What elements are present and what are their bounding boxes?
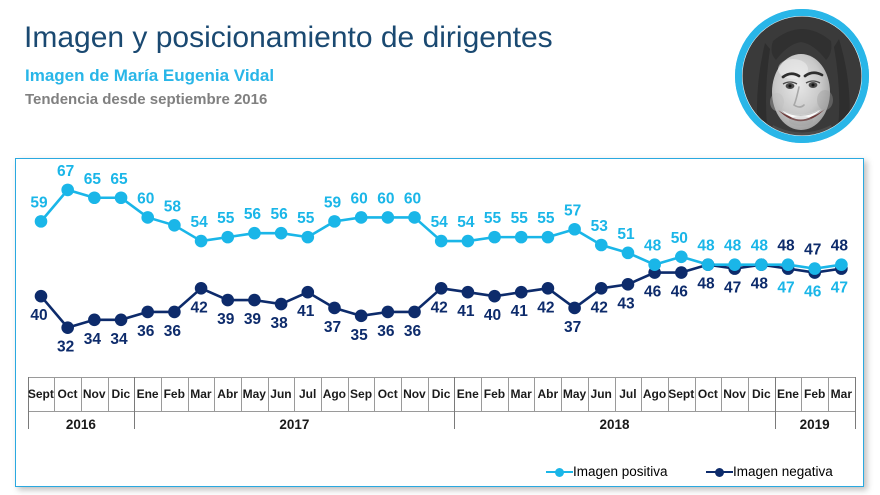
svg-text:41: 41 [297, 303, 315, 320]
svg-text:42: 42 [190, 299, 207, 316]
svg-text:43: 43 [617, 295, 635, 312]
svg-text:46: 46 [804, 284, 822, 301]
svg-text:48: 48 [777, 238, 795, 255]
svg-text:59: 59 [30, 194, 48, 211]
svg-text:47: 47 [777, 280, 794, 297]
svg-text:48: 48 [697, 238, 715, 255]
svg-text:51: 51 [617, 226, 635, 243]
svg-text:54: 54 [431, 214, 449, 231]
svg-text:48: 48 [724, 238, 742, 255]
svg-text:36: 36 [377, 323, 395, 340]
svg-text:46: 46 [644, 284, 662, 301]
svg-text:41: 41 [511, 303, 529, 320]
svg-text:35: 35 [351, 327, 369, 344]
svg-text:39: 39 [244, 311, 262, 328]
svg-text:56: 56 [244, 206, 262, 223]
svg-text:55: 55 [537, 210, 555, 227]
svg-text:55: 55 [297, 210, 315, 227]
svg-text:48: 48 [697, 276, 715, 293]
svg-text:39: 39 [217, 311, 235, 328]
svg-text:48: 48 [751, 276, 769, 293]
svg-text:60: 60 [351, 190, 368, 207]
svg-text:65: 65 [84, 171, 102, 188]
svg-text:40: 40 [484, 307, 501, 324]
svg-text:34: 34 [84, 331, 102, 348]
svg-text:60: 60 [137, 190, 154, 207]
svg-text:59: 59 [324, 194, 342, 211]
svg-text:38: 38 [270, 315, 288, 332]
svg-text:60: 60 [404, 190, 421, 207]
svg-text:50: 50 [671, 230, 688, 247]
svg-text:60: 60 [377, 190, 394, 207]
svg-text:48: 48 [644, 238, 662, 255]
svg-text:37: 37 [564, 319, 581, 336]
svg-text:53: 53 [591, 218, 609, 235]
svg-text:47: 47 [831, 280, 848, 297]
svg-text:55: 55 [484, 210, 502, 227]
svg-text:34: 34 [110, 331, 128, 348]
svg-text:42: 42 [537, 299, 554, 316]
svg-text:56: 56 [270, 206, 288, 223]
svg-text:67: 67 [57, 163, 74, 180]
svg-text:41: 41 [457, 303, 475, 320]
svg-text:57: 57 [564, 202, 581, 219]
svg-text:32: 32 [57, 339, 74, 356]
svg-text:54: 54 [190, 214, 208, 231]
svg-text:46: 46 [671, 284, 689, 301]
svg-text:65: 65 [110, 171, 128, 188]
svg-text:55: 55 [511, 210, 529, 227]
svg-text:48: 48 [751, 238, 769, 255]
svg-text:55: 55 [217, 210, 235, 227]
svg-text:42: 42 [591, 299, 608, 316]
svg-text:58: 58 [164, 198, 182, 215]
svg-text:36: 36 [164, 323, 182, 340]
svg-text:47: 47 [804, 242, 821, 259]
svg-text:36: 36 [404, 323, 422, 340]
svg-text:48: 48 [831, 238, 849, 255]
svg-text:42: 42 [431, 299, 448, 316]
svg-text:36: 36 [137, 323, 155, 340]
svg-text:40: 40 [30, 307, 47, 324]
svg-text:54: 54 [457, 214, 475, 231]
svg-text:47: 47 [724, 280, 741, 297]
svg-text:37: 37 [324, 319, 341, 336]
